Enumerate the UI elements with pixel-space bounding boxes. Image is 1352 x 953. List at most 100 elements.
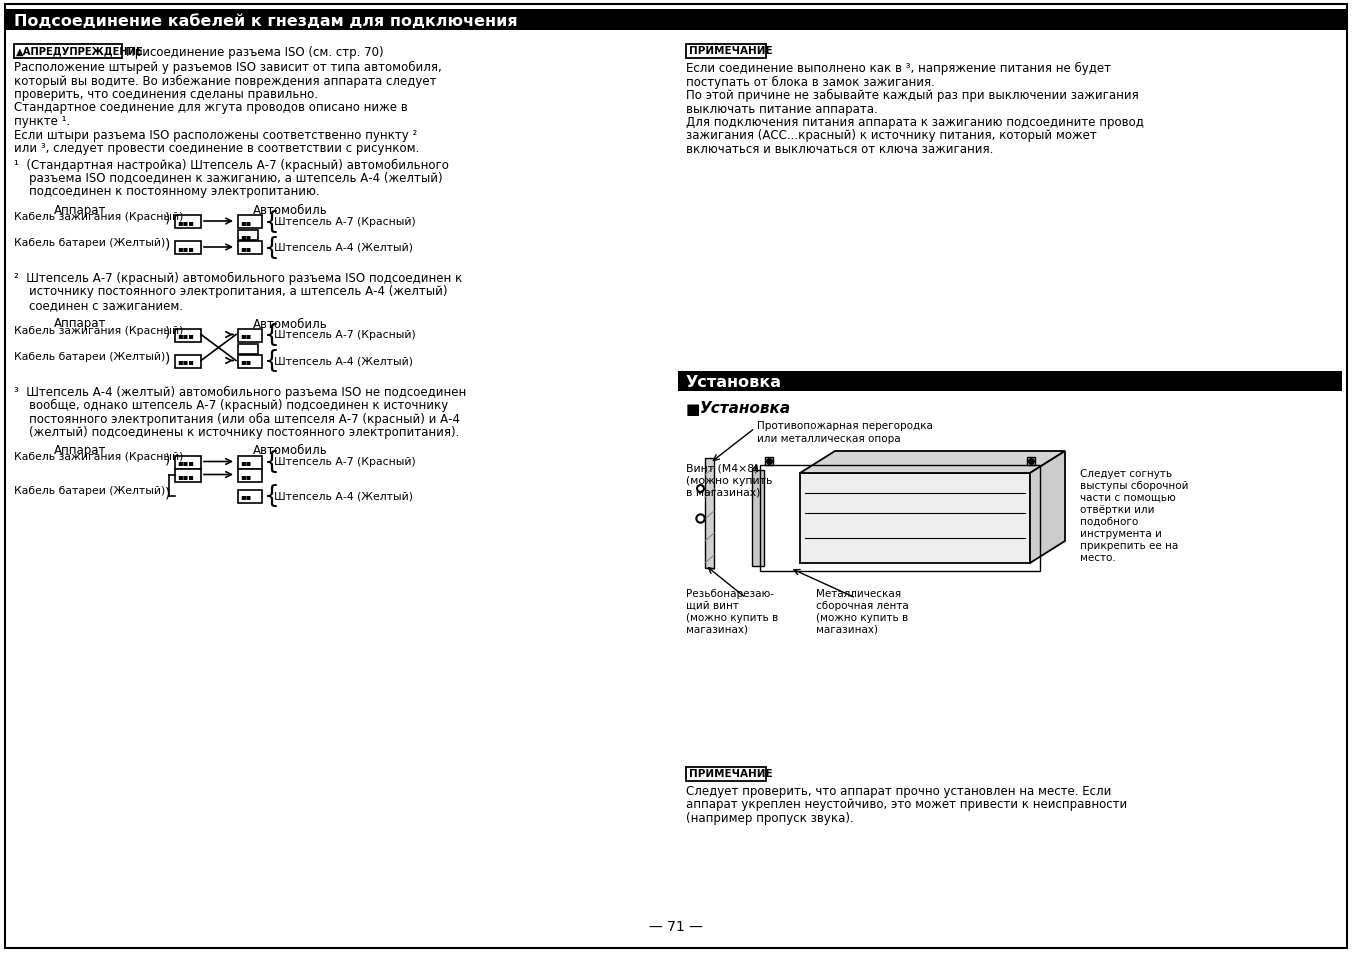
Text: Штепсель А-4 (Желтый): Штепсель А-4 (Желтый) [274, 491, 412, 501]
Text: ²  Штепсель А-7 (красный) автомобильного разъема ISO подсоединен к: ² Штепсель А-7 (красный) автомобильного … [14, 272, 462, 285]
Text: вообще, однако штепсель А-7 (красный) подсоединен к источнику: вообще, однако штепсель А-7 (красный) по… [14, 398, 449, 412]
Bar [174, 242, 201, 254]
Text: По этой причине не забывайте каждый раз при выключении зажигания: По этой причине не забывайте каждый раз … [685, 89, 1138, 102]
Text: поступать от блока в замок зажигания.: поступать от блока в замок зажигания. [685, 75, 934, 89]
Text: пункте ¹.: пункте ¹. [14, 115, 70, 128]
Text: {: { [264, 210, 280, 233]
Bar [704, 458, 714, 568]
Text: аппарат укреплен неустойчиво, это может привести к неисправности: аппарат укреплен неустойчиво, это может … [685, 798, 1128, 811]
Text: щий винт: щий винт [685, 600, 740, 610]
Bar [238, 242, 262, 254]
Text: проверить, что соединения сделаны правильно.: проверить, что соединения сделаны правил… [14, 88, 318, 101]
Bar [238, 329, 262, 342]
Text: ▪▪: ▪▪ [241, 472, 251, 481]
Text: подсоединен к постоянному электропитанию.: подсоединен к постоянному электропитанию… [14, 185, 319, 198]
Bar [174, 469, 201, 482]
Text: {: { [264, 235, 280, 260]
Text: ▪▪▪: ▪▪▪ [177, 331, 193, 340]
Text: выступы сборочной: выступы сборочной [1080, 480, 1188, 491]
Bar [685, 45, 767, 59]
Text: (можно купить в: (можно купить в [685, 613, 779, 622]
Bar [174, 456, 201, 469]
Text: Установка: Установка [685, 375, 781, 390]
Bar [174, 215, 201, 229]
Bar [752, 471, 764, 566]
Text: ): ) [165, 325, 170, 339]
Polygon shape [800, 474, 1030, 563]
Text: ▪▪: ▪▪ [241, 458, 251, 467]
Text: Аппарат: Аппарат [54, 317, 107, 330]
Bar [238, 344, 258, 355]
Text: Штепсель А-7 (Красный): Штепсель А-7 (Красный) [274, 457, 416, 467]
Bar [1028, 457, 1036, 465]
Text: Автомобиль: Автомобиль [253, 204, 327, 216]
Text: Присоединение разъема ISO (см. стр. 70): Присоединение разъема ISO (см. стр. 70) [126, 46, 384, 59]
Text: сборочная лента: сборочная лента [817, 600, 909, 610]
Text: (можно купить в: (можно купить в [817, 613, 909, 622]
Text: разъема ISO подсоединен к зажиганию, а штепсель А-4 (желтый): разъема ISO подсоединен к зажиганию, а ш… [14, 172, 442, 185]
Text: Кабель батареи (Желтый): Кабель батареи (Желтый) [14, 351, 165, 361]
Text: ): ) [165, 351, 170, 365]
Text: ▪▪: ▪▪ [241, 232, 251, 241]
Text: Если соединение выполнено как в ³, напряжение питания не будет: Если соединение выполнено как в ³, напря… [685, 62, 1111, 75]
Text: ³  Штепсель А-4 (желтый) автомобильного разъема ISO не подсоединен: ³ Штепсель А-4 (желтый) автомобильного р… [14, 385, 466, 398]
Text: ): ) [165, 237, 170, 252]
Text: Кабель батареи (Желтый): Кабель батареи (Желтый) [14, 237, 165, 248]
Text: Кабель зажигания (Красный): Кабель зажигания (Красный) [14, 325, 184, 335]
Text: Подсоединение кабелей к гнездам для подключения: Подсоединение кабелей к гнездам для подк… [14, 14, 518, 29]
Bar [765, 457, 773, 465]
Text: Штепсель А-4 (Желтый): Штепсель А-4 (Желтый) [274, 356, 412, 366]
Text: Автомобиль: Автомобиль [253, 317, 327, 330]
Text: Кабель зажигания (Красный): Кабель зажигания (Красный) [14, 212, 184, 222]
Text: место.: место. [1080, 553, 1115, 562]
Text: ■: ■ [685, 401, 700, 416]
Text: Аппарат: Аппарат [54, 444, 107, 457]
Text: — 71 —: — 71 — [649, 919, 703, 933]
Text: {: { [264, 349, 280, 374]
Text: Расположение штырей у разъемов ISO зависит от типа автомобиля,: Расположение штырей у разъемов ISO завис… [14, 61, 442, 74]
Text: ▪▪: ▪▪ [241, 218, 251, 227]
Bar [174, 329, 201, 342]
Text: соединен с зажиганием.: соединен с зажиганием. [14, 298, 183, 312]
Text: Штепсель А-7 (Красный): Штепсель А-7 (Красный) [274, 330, 416, 340]
Text: источнику постоянного электропитания, а штепсель А-4 (желтый): источнику постоянного электропитания, а … [14, 285, 448, 298]
Text: ▪▪▪: ▪▪▪ [177, 218, 193, 227]
Bar [238, 490, 262, 503]
Text: или металлическая опора: или металлическая опора [757, 434, 900, 443]
Text: Автомобиль: Автомобиль [253, 444, 327, 457]
Bar [760, 465, 1040, 572]
Text: выключать питание аппарата.: выключать питание аппарата. [685, 102, 877, 115]
Text: Штепсель А-4 (Желтый): Штепсель А-4 (Желтый) [274, 243, 412, 253]
Bar [685, 767, 767, 781]
Text: Металлическая: Металлическая [817, 588, 902, 598]
Text: ¹  (Стандартная настройка) Штепсель А-7 (красный) автомобильного: ¹ (Стандартная настройка) Штепсель А-7 (… [14, 158, 449, 172]
Text: ▪▪: ▪▪ [241, 357, 251, 366]
Text: отвёртки или: отвёртки или [1080, 504, 1155, 515]
Text: ▪▪▪: ▪▪▪ [177, 472, 193, 481]
Bar [174, 355, 201, 368]
Bar [238, 456, 262, 469]
Bar [677, 372, 1343, 392]
Text: ▪▪▪: ▪▪▪ [177, 244, 193, 253]
Text: в магазинах): в магазинах) [685, 488, 760, 497]
Text: который вы водите. Во избежание повреждения аппарата следует: который вы водите. Во избежание поврежде… [14, 74, 437, 88]
Bar [14, 45, 122, 59]
Text: ▲АПРЕДУПРЕЖДЕНИЕ: ▲АПРЕДУПРЕЖДЕНИЕ [16, 46, 143, 56]
Text: ▪▪: ▪▪ [241, 244, 251, 253]
Text: прикрепить ее на: прикрепить ее на [1080, 540, 1178, 551]
Text: {: { [264, 450, 280, 474]
Text: ▪▪▪: ▪▪▪ [177, 458, 193, 467]
Text: инструмента и: инструмента и [1080, 529, 1161, 538]
Bar [238, 469, 262, 482]
Text: Кабель зажигания (Красный): Кабель зажигания (Красный) [14, 452, 184, 462]
Text: или ³, следует провести соединение в соответствии с рисунком.: или ³, следует провести соединение в соо… [14, 142, 419, 154]
Bar [238, 215, 262, 229]
Text: Следует согнуть: Следует согнуть [1080, 469, 1172, 478]
Text: ): ) [165, 486, 170, 500]
Text: ПРИМЕЧАНИЕ: ПРИМЕЧАНИЕ [690, 768, 772, 779]
Text: включаться и выключаться от ключа зажигания.: включаться и выключаться от ключа зажига… [685, 143, 994, 156]
Text: ▪▪: ▪▪ [241, 492, 251, 501]
Text: ): ) [165, 452, 170, 466]
Text: Кабель батареи (Желтый): Кабель батареи (Желтый) [14, 486, 165, 496]
Text: Следует проверить, что аппарат прочно установлен на месте. Если: Следует проверить, что аппарат прочно ус… [685, 784, 1111, 797]
